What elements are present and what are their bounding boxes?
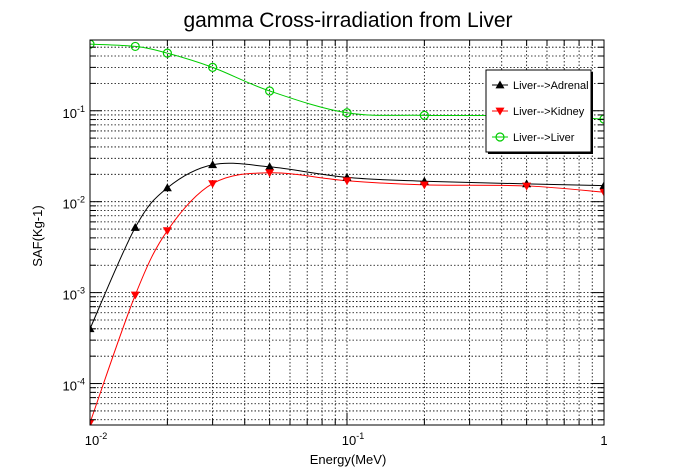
- y-tick-label: 10-1: [63, 104, 85, 121]
- legend-entry: Liver-->Liver: [492, 132, 575, 144]
- legend-label: Liver-->Kidney: [513, 106, 585, 118]
- y-tick-label: 10-3: [63, 286, 85, 303]
- data-point-marker: [599, 188, 604, 197]
- series-markers: [90, 40, 604, 425]
- data-point-marker: [265, 169, 275, 178]
- data-point-marker: [90, 419, 95, 425]
- x-axis-label: Energy(MeV): [310, 452, 387, 467]
- data-point-marker: [208, 160, 218, 169]
- data-point-marker: [599, 181, 604, 190]
- data-point-marker: [265, 86, 275, 96]
- data-point-marker: [419, 181, 429, 190]
- x-tick-label: 10-1: [342, 431, 364, 448]
- data-point-marker: [495, 132, 505, 142]
- data-point-marker: [208, 180, 218, 189]
- tick-labels: 10-2 10-1 1 10-4 10-3 10-2 10-1: [63, 104, 608, 448]
- data-point-marker: [90, 40, 95, 49]
- data-point-marker: [162, 48, 172, 58]
- legend-entry: Liver-->Kidney: [492, 106, 585, 118]
- legend: Liver-->Adrenal Liver-->Kidney Liver-->Liv…: [485, 69, 593, 154]
- data-point-marker: [130, 41, 140, 52]
- legend-label: Liver-->Adrenal: [513, 80, 589, 92]
- grid-lines: [90, 40, 604, 425]
- data-point-marker: [162, 227, 172, 236]
- series-line-0: [90, 162, 604, 330]
- data-point-marker: [265, 162, 275, 171]
- data-point-marker: [162, 183, 172, 192]
- legend-label: Liver-->Liver: [513, 132, 575, 144]
- data-point-marker: [130, 291, 140, 300]
- x-tick-label: 10-2: [85, 431, 107, 448]
- axis-ticks: [89, 40, 605, 425]
- data-point-marker: [342, 177, 352, 186]
- data-point-marker: [419, 110, 429, 120]
- legend-entry: Liver-->Adrenal: [492, 80, 589, 92]
- data-point-marker: [342, 108, 352, 118]
- chart-title: gamma Cross-irradiation from Liver: [183, 9, 512, 32]
- y-tick-label: 10-2: [63, 195, 85, 212]
- y-tick-label: 10-4: [63, 377, 85, 394]
- data-point-marker: [90, 324, 95, 333]
- y-axis-label: SAF(Kg-1): [30, 205, 45, 266]
- data-point-marker: [130, 223, 140, 231]
- data-point-marker: [208, 62, 218, 72]
- data-point-marker: [495, 107, 505, 116]
- data-point-marker: [522, 182, 532, 191]
- data-point-marker: [495, 80, 505, 89]
- x-tick-label: 1: [600, 433, 607, 448]
